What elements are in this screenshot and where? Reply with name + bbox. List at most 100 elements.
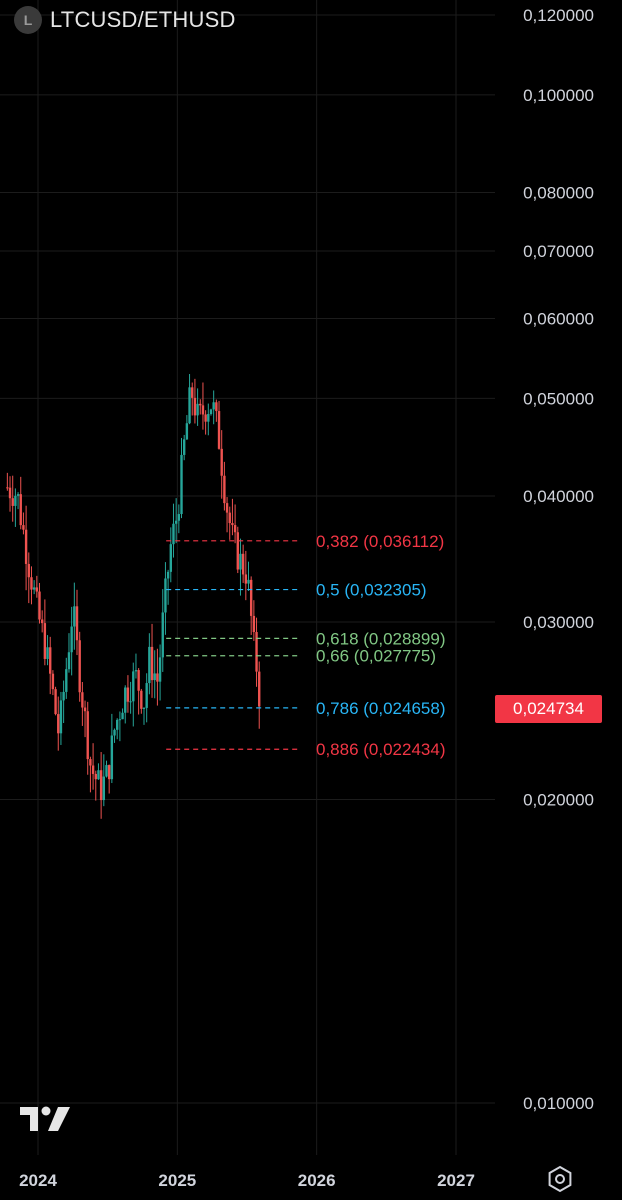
candle-body <box>24 529 28 564</box>
fib-level-label[interactable]: 0,382 (0,036112) <box>316 532 444 551</box>
candle-body <box>137 670 140 691</box>
candle-body <box>212 402 215 410</box>
candle-body <box>121 712 124 720</box>
time-tick-label: 2025 <box>158 1171 196 1190</box>
candle-body <box>89 759 92 766</box>
candle-body <box>38 591 41 620</box>
candle-body <box>182 439 186 455</box>
candle-body <box>164 578 167 613</box>
fib-level-label[interactable]: 0,786 (0,024658) <box>316 699 446 718</box>
time-tick-label: 2027 <box>437 1171 475 1190</box>
price-tick-label: 0,070000 <box>523 242 594 261</box>
candle-body <box>35 587 39 592</box>
candle-body <box>140 690 143 709</box>
symbol-title[interactable]: LTCUSD/ETHUSD <box>50 7 236 32</box>
candle-body <box>233 525 237 533</box>
settings-hexagon-icon[interactable] <box>546 1165 574 1193</box>
fib-level-label[interactable]: 0,886 (0,022434) <box>316 740 446 759</box>
candle-body <box>132 671 135 702</box>
candle-body <box>204 414 207 422</box>
candle-body <box>65 669 68 692</box>
symbol-header[interactable]: L LTCUSD/ETHUSD <box>14 5 236 35</box>
candle-body <box>225 503 229 513</box>
candle-body <box>83 707 87 712</box>
candle-body <box>113 729 116 736</box>
candle-body <box>14 495 17 506</box>
candle-body <box>94 773 97 780</box>
symbol-logo-icon: L <box>14 6 42 34</box>
candle-body <box>59 700 63 734</box>
fib-level-label[interactable]: 0,66 (0,027775) <box>316 647 436 666</box>
price-tick-label: 0,120000 <box>523 6 594 25</box>
candle-body <box>91 765 95 774</box>
grid-lines <box>0 0 495 1155</box>
candle-body <box>158 657 162 682</box>
candle-body <box>86 711 89 760</box>
candle-body <box>6 487 9 489</box>
candle-body <box>166 571 170 579</box>
candle-body <box>126 687 130 702</box>
candle-body <box>49 647 52 674</box>
tradingview-logo-icon <box>20 1106 70 1131</box>
candle-body <box>153 673 156 681</box>
candle-body <box>102 776 106 801</box>
candle-body <box>32 587 36 590</box>
candle-body <box>150 646 154 681</box>
time-axis[interactable]: 2024 2025 2026 2027 <box>19 1171 475 1190</box>
candle-body <box>156 673 159 682</box>
candle-body <box>180 454 183 515</box>
candle-body <box>97 770 100 780</box>
candle-body <box>185 423 189 440</box>
candle-body <box>209 409 213 415</box>
candle-body <box>75 606 79 641</box>
candle-body <box>30 577 33 590</box>
time-tick-label: 2026 <box>298 1171 336 1190</box>
candle-body <box>169 544 172 572</box>
candle-body <box>78 640 81 693</box>
candle-body <box>70 626 73 653</box>
candle-body <box>255 632 258 672</box>
candle-body <box>27 563 30 578</box>
fib-level-label[interactable]: 0,5 (0,032305) <box>316 581 427 600</box>
price-tick-label: 0,010000 <box>523 1094 594 1113</box>
candle-body <box>196 403 199 416</box>
candle-body <box>105 765 108 777</box>
candle-body <box>193 397 197 416</box>
candle-body <box>118 719 122 721</box>
price-tick-label: 0,080000 <box>523 184 594 203</box>
candle-body <box>57 714 60 734</box>
candle-body <box>172 523 175 545</box>
fib-level-label[interactable]: 0,618 (0,028899) <box>316 629 446 648</box>
candle-body <box>239 553 242 570</box>
candle-body <box>142 707 146 709</box>
candle-body <box>252 615 256 633</box>
candle-body <box>223 475 226 504</box>
price-axis[interactable]: 0,120000 0,100000 0,080000 0,070000 0,060000… <box>523 6 594 1113</box>
candle-body <box>258 671 261 707</box>
candle-body <box>220 448 223 476</box>
candle-body <box>134 670 138 672</box>
time-tick-label: 2024 <box>19 1171 57 1190</box>
candle-body <box>244 574 248 584</box>
candle-body <box>67 652 71 670</box>
candle-body <box>99 770 103 801</box>
candle-body <box>62 691 65 701</box>
candle-body <box>54 689 57 715</box>
fibonacci-retracement[interactable]: 0,382 (0,036112) 0,5 (0,032305) 0,618 (0,0… <box>166 532 446 759</box>
candlestick-series <box>6 374 261 819</box>
price-tick-label: 0,100000 <box>523 86 594 105</box>
candle-body <box>145 683 148 708</box>
candle-body <box>51 673 55 690</box>
candle-body <box>161 612 164 658</box>
candle-body <box>201 405 205 415</box>
candle-body <box>8 487 12 499</box>
candle-body <box>188 387 191 424</box>
price-tick-label: 0,040000 <box>523 487 594 506</box>
candle-body <box>19 494 22 526</box>
candle-body <box>174 520 178 524</box>
candle-body <box>107 765 111 780</box>
candle-body <box>191 387 194 398</box>
candle-body <box>81 692 84 708</box>
candle-body <box>247 579 250 584</box>
